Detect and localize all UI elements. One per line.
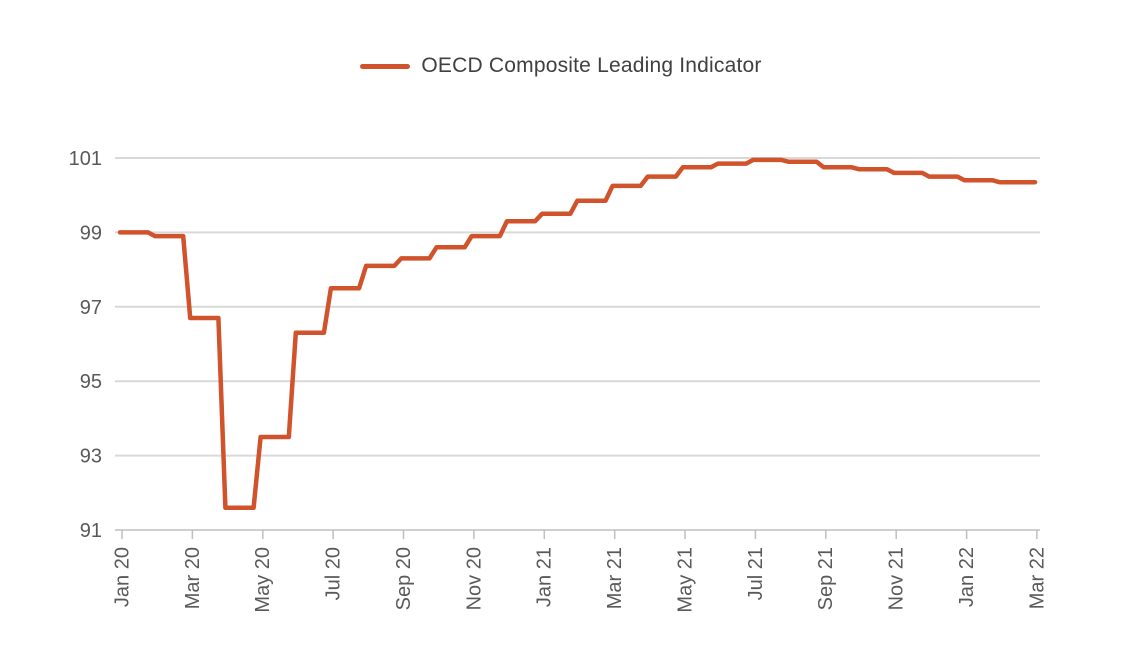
x-axis-tick-label: May 20 [252,547,274,613]
x-axis-tick-label: Mar 21 [604,547,626,609]
x-axis-tick-label: May 21 [674,547,696,613]
x-axis-tick-label: Mar 20 [182,547,204,609]
legend-label: OECD Composite Leading Indicator [421,54,762,77]
x-axis-tick-label: Sep 20 [393,547,415,610]
y-axis-tick-label: 93 [80,446,102,468]
x-axis-tick-label: Jan 22 [956,547,978,607]
x-axis-tick-label: Jan 21 [534,547,556,607]
x-axis-tick-label: Nov 21 [886,547,908,610]
x-axis-tick-label: Sep 21 [815,547,837,610]
y-axis-tick-label: 99 [80,222,102,244]
chart-legend: OECD Composite Leading Indicator [0,52,1122,80]
x-axis-tick-label: Jul 21 [745,547,767,600]
y-axis-tick-label: 95 [80,371,102,393]
x-axis-tick-label: Jan 20 [111,547,133,607]
x-axis-tick-label: Mar 22 [1026,547,1048,609]
y-axis-tick-label: 97 [80,297,102,319]
x-axis-tick-label: Jul 20 [323,547,345,600]
y-axis-tick-label: 101 [69,148,102,170]
y-axis-tick-label: 91 [80,520,102,542]
legend-line-swatch [360,63,411,69]
x-axis-tick-label: Nov 20 [463,547,485,610]
cli-series-line [117,157,1038,510]
